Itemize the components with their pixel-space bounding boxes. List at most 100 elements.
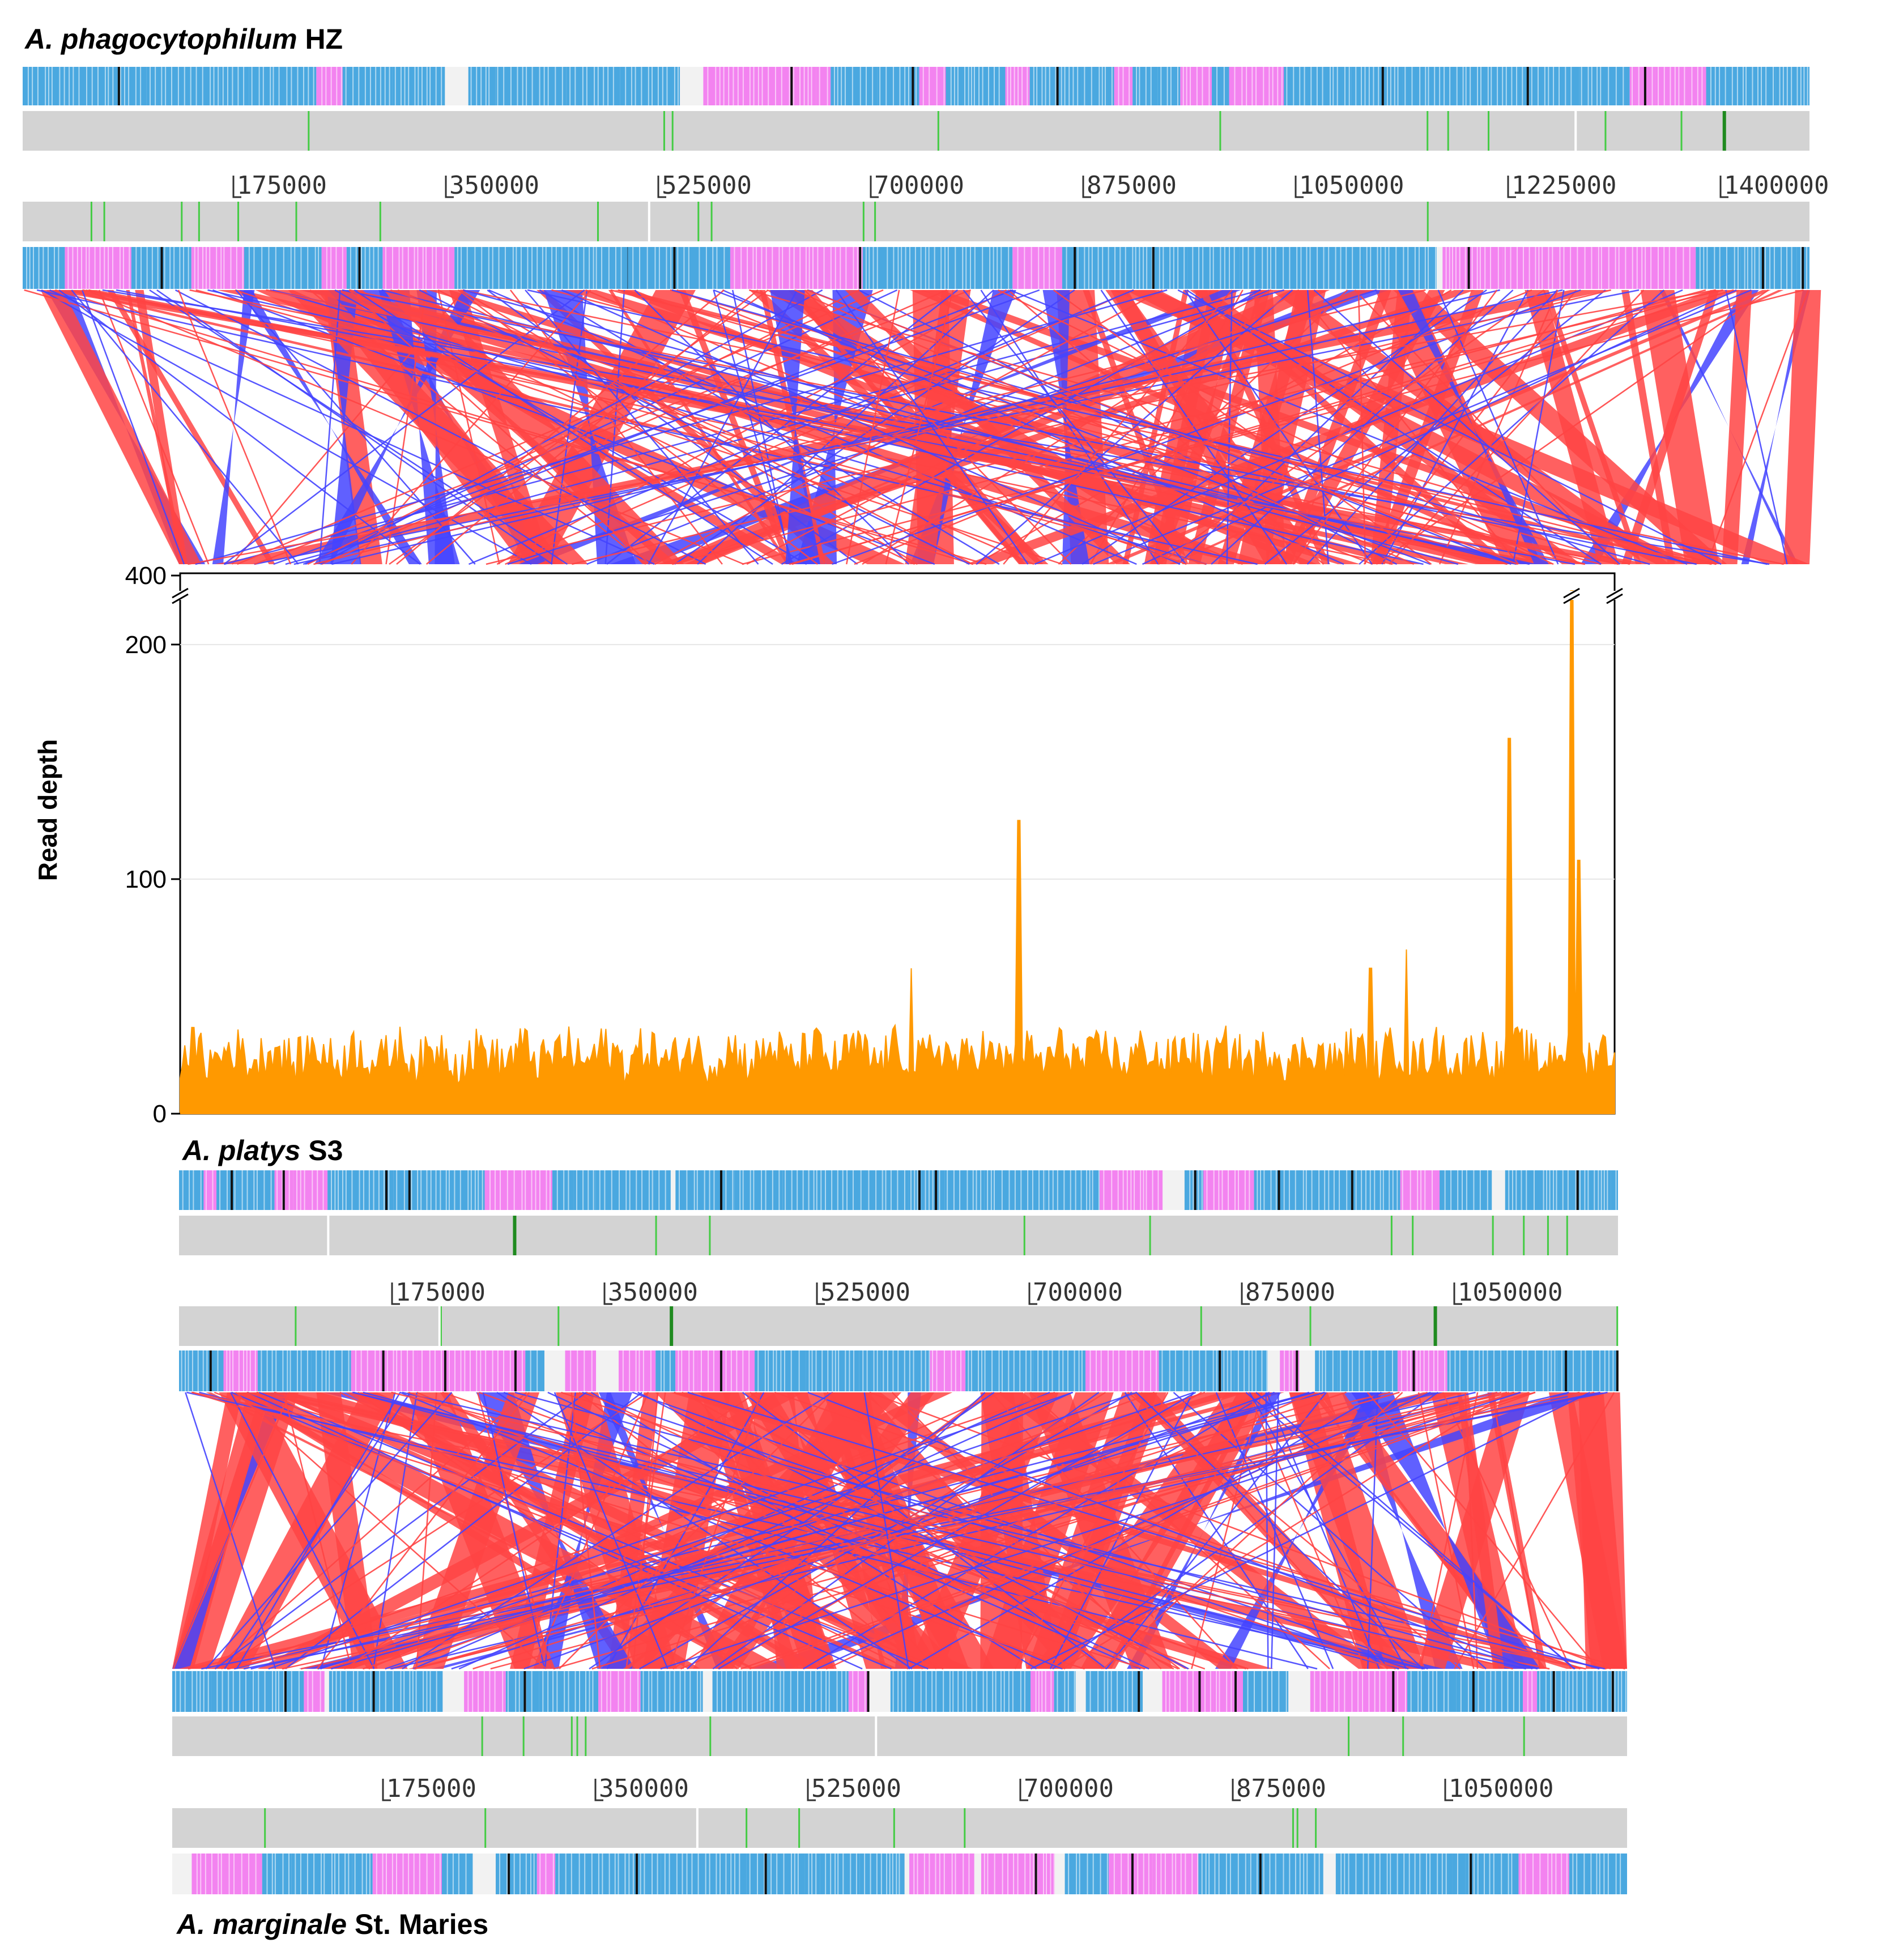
cds-gap (1169, 1671, 1170, 1712)
cds-gap (1555, 1671, 1556, 1712)
cds-gap (1322, 1350, 1323, 1391)
cds-gap (364, 247, 366, 289)
cds-gap (1747, 247, 1748, 289)
cds-gap (1439, 67, 1441, 105)
cds-gap (1017, 1854, 1019, 1894)
cds-segment (730, 247, 795, 289)
cds-gap (1014, 1170, 1016, 1210)
cds-segment (782, 1170, 810, 1210)
forward-match-line (348, 289, 916, 565)
cds-marker (1194, 1170, 1197, 1210)
ruler-tick (1719, 176, 1728, 198)
reverse-match-line (648, 289, 798, 565)
cds-gap (1319, 1350, 1321, 1391)
cds-gap (842, 1170, 844, 1210)
cds-gap (1024, 1671, 1025, 1712)
cds-gap (1257, 1854, 1258, 1894)
cds-gap (216, 247, 218, 289)
cds-segment (65, 247, 131, 289)
cds-gap (421, 1350, 423, 1391)
cds-gap (352, 67, 354, 105)
cds-gap (1563, 247, 1565, 289)
cds-segment (371, 247, 383, 289)
cds-gap (1344, 1854, 1345, 1894)
cds-gap (1117, 1170, 1119, 1210)
cds-segment (1456, 1671, 1523, 1712)
comparison-band-bottom (172, 1391, 1627, 1670)
cds-gap (374, 1350, 376, 1391)
cds-gap (1392, 1170, 1394, 1210)
cds-gap (776, 1854, 778, 1894)
cds-gap (857, 1671, 859, 1712)
cds-gap (1160, 1854, 1162, 1894)
cds-gap (261, 247, 263, 289)
cds-gap (1471, 247, 1473, 289)
cds-marker (284, 1671, 287, 1712)
cds-gap (925, 1350, 926, 1391)
feature-mark (862, 202, 865, 241)
cds-gap (1314, 1854, 1315, 1894)
cds-gap (657, 67, 659, 105)
cds-gap (1559, 67, 1560, 105)
cds-gap (812, 247, 814, 289)
cds-gap (1172, 1854, 1173, 1894)
cds-gap (1607, 1671, 1608, 1712)
cds-gap (516, 247, 517, 289)
cds-gap (497, 1350, 499, 1391)
feature-mark (798, 1808, 801, 1848)
cds-gap (736, 1350, 738, 1391)
cds-gap (209, 247, 211, 289)
cds-gap (1584, 247, 1586, 289)
cds-gap (642, 1671, 644, 1712)
cds-gap (330, 67, 332, 105)
cds-gap (1208, 67, 1210, 105)
forward-match-line (472, 1391, 1347, 1670)
cds-gap (1366, 247, 1368, 289)
cds-segment (1440, 1170, 1492, 1210)
cds-gap (445, 1170, 447, 1210)
cds-gap (88, 247, 90, 289)
cds-gap (1414, 247, 1416, 289)
cds-gap (1699, 247, 1701, 289)
cds-gap (1198, 1170, 1199, 1210)
cds-gap (1429, 1854, 1431, 1894)
feature-track-a-bottom-bg (172, 1716, 1627, 1756)
cds-gap (1657, 247, 1659, 289)
reverse-match-line (553, 1392, 669, 1669)
cds-gap (1032, 1170, 1033, 1210)
cds-gap (1479, 1350, 1480, 1391)
cds-gap (1566, 1854, 1568, 1894)
cds-gap (435, 67, 437, 105)
cds-marker (1131, 1854, 1134, 1894)
ruler-label: 525000 (662, 171, 752, 200)
cds-gap (697, 1854, 699, 1894)
cds-gap (318, 247, 320, 289)
cds-gap (585, 1671, 587, 1712)
forward-match-line (674, 1391, 1625, 1670)
cds-gap (1641, 247, 1643, 289)
cds-gap (307, 1671, 309, 1712)
cds-gap (1002, 1350, 1003, 1391)
cds-gap (1233, 247, 1235, 289)
cds-gap (1457, 1854, 1459, 1894)
axis-break-mark (172, 587, 189, 599)
cds-segment (1579, 67, 1630, 105)
cds-gap (1244, 1350, 1245, 1391)
feature-mark (663, 111, 665, 151)
cds-gap (1289, 1854, 1291, 1894)
cds-gap (652, 67, 653, 105)
cds-gap (1110, 1671, 1112, 1712)
cds-gap (1556, 1170, 1557, 1210)
cds-gap (122, 247, 124, 289)
cds-gap (974, 247, 976, 289)
cds-gap (268, 247, 270, 289)
cds-segment (909, 1854, 974, 1894)
cds-gap (799, 247, 801, 289)
cds-gap (970, 1350, 972, 1391)
cds-gap (382, 1854, 384, 1894)
cds-gap (1379, 1671, 1381, 1712)
cds-gap (770, 1854, 772, 1894)
cds-gap (1428, 247, 1429, 289)
ruler-tick (232, 176, 241, 198)
cds-gap (497, 67, 499, 105)
